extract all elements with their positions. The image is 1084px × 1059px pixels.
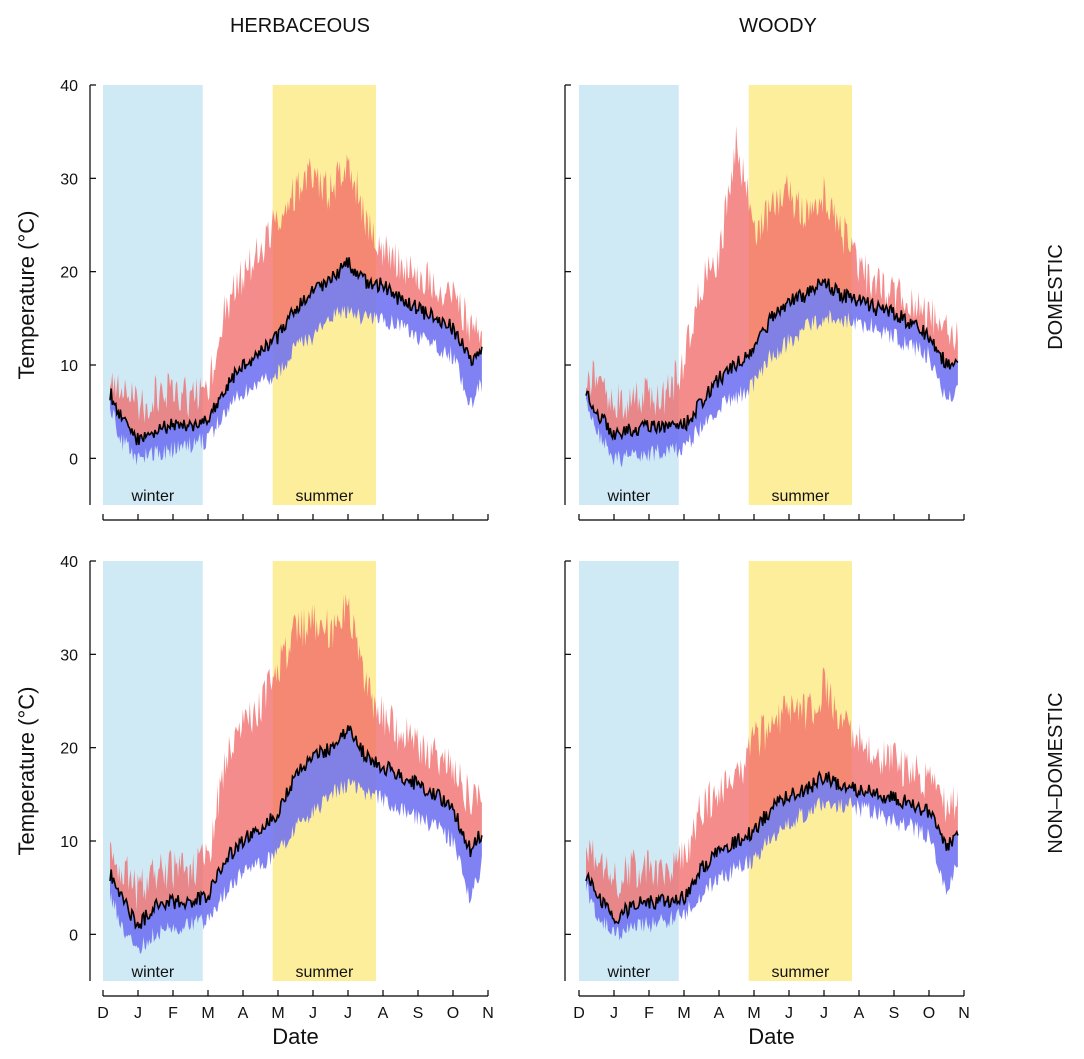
column-title-herbaceous: HERBACEOUS <box>230 15 370 37</box>
x-axis-label: Date <box>272 1024 318 1049</box>
column-title-woody: WOODY <box>739 15 817 37</box>
season-label-winter: winter <box>131 488 175 505</box>
y-tick-label: 0 <box>69 451 78 468</box>
panel-herbaceous-nondomestic: winter summer 0 10 20 30 40 Temperature (°C) D J F… <box>14 554 494 1049</box>
x-tick-label: S <box>889 1005 900 1022</box>
y-tick-label: 0 <box>69 927 78 944</box>
season-label-summer: summer <box>295 964 353 981</box>
lower-range-area <box>110 725 482 954</box>
x-tick-label: J <box>344 1005 352 1022</box>
y-tick-label: 20 <box>60 265 78 282</box>
x-tick-label: J <box>785 1005 793 1022</box>
y-tick-label: 40 <box>60 78 78 95</box>
x-tick-label: J <box>134 1005 142 1022</box>
median-line <box>109 257 483 446</box>
y-tick-label: 20 <box>60 741 78 758</box>
y-tick-label: 10 <box>60 358 78 375</box>
median-line <box>585 278 959 442</box>
y-tick-label: 30 <box>60 647 78 664</box>
panel-woody-nondomestic: winter summer D J F M A M J J A S O N Date <box>564 560 970 1049</box>
x-tick-label: A <box>378 1005 389 1022</box>
season-label-winter: winter <box>607 964 651 981</box>
lower-range-area <box>586 771 958 941</box>
x-tick-label: S <box>413 1005 424 1022</box>
x-tick-label: A <box>714 1005 725 1022</box>
x-tick-label: F <box>644 1005 654 1022</box>
x-tick-label: O <box>447 1005 459 1022</box>
x-tick-label: D <box>97 1005 109 1022</box>
y-tick-label: 10 <box>60 834 78 851</box>
upper-range-area <box>586 125 958 440</box>
x-tick-label: F <box>168 1005 178 1022</box>
y-tick-label: 40 <box>60 554 78 571</box>
y-axis-label: Temperature (°C) <box>14 211 39 380</box>
season-label-summer: summer <box>771 964 829 981</box>
x-tick-label: M <box>677 1005 690 1022</box>
upper-range-area <box>586 667 958 924</box>
panel-herbaceous-domestic: winter summer 0 10 20 30 40 Temperature (°C) <box>14 78 489 521</box>
x-tick-label: J <box>309 1005 317 1022</box>
upper-range-area <box>110 593 482 929</box>
x-tick-label: M <box>271 1005 284 1022</box>
x-axis-label: Date <box>748 1024 794 1049</box>
panel-woody-domestic: winter summer <box>564 84 965 521</box>
season-label-summer: summer <box>295 488 353 505</box>
x-tick-label: N <box>958 1005 970 1022</box>
row-title-domestic: DOMESTIC <box>1045 244 1067 350</box>
median-line <box>109 725 483 930</box>
season-label-winter: winter <box>131 964 175 981</box>
x-tick-label: J <box>610 1005 618 1022</box>
upper-range-area <box>110 154 482 446</box>
x-tick-label: N <box>482 1005 494 1022</box>
x-tick-label: A <box>854 1005 865 1022</box>
x-tick-label: D <box>573 1005 585 1022</box>
row-title-non-domestic: NON–DOMESTIC <box>1045 692 1067 853</box>
lower-range-area <box>110 257 482 466</box>
x-tick-label: M <box>747 1005 760 1022</box>
x-tick-label: J <box>820 1005 828 1022</box>
x-tick-label: A <box>238 1005 249 1022</box>
season-label-winter: winter <box>607 488 651 505</box>
x-tick-label: O <box>923 1005 935 1022</box>
median-line <box>585 770 959 925</box>
season-label-summer: summer <box>771 488 829 505</box>
x-tick-label: M <box>201 1005 214 1022</box>
y-tick-label: 30 <box>60 171 78 188</box>
y-axis-label: Temperature (°C) <box>14 687 39 856</box>
